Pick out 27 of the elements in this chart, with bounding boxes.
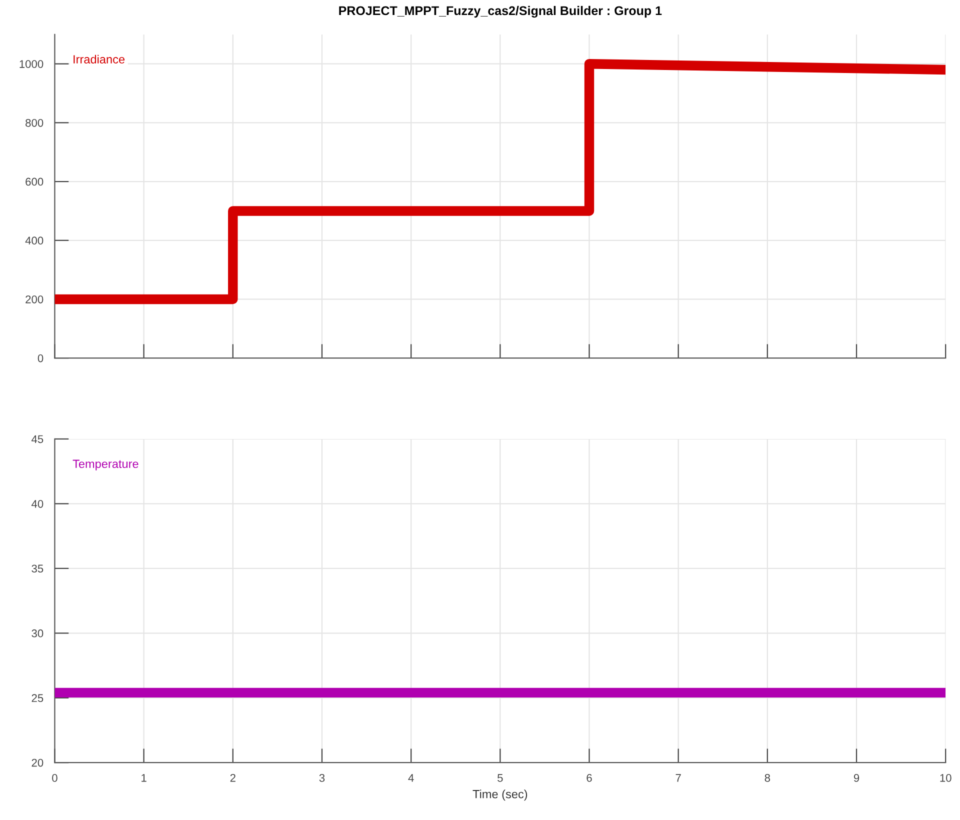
x-tick-label: 3	[319, 774, 325, 782]
y-tick-label: 30	[32, 629, 44, 638]
x-tick-label: 5	[498, 774, 503, 782]
x-tick-label: 0	[52, 774, 58, 782]
x-tick-label: 2	[230, 774, 236, 782]
y-tick-label: 25	[32, 694, 44, 702]
y-tick-label: 35	[32, 564, 44, 573]
x-axis-title: Time (sec)	[472, 790, 528, 801]
y-tick-label: 800	[26, 118, 44, 127]
y-tick-label: 45	[32, 435, 44, 444]
x-tick-label: 7	[676, 774, 681, 782]
x-tick-label: 10	[940, 774, 952, 782]
y-tick-label: 0	[38, 354, 44, 362]
y-tick-label: 1000	[20, 60, 44, 68]
y-tick-label: 200	[26, 295, 44, 304]
x-tick-label: 4	[408, 774, 414, 782]
x-tick-label: 8	[764, 774, 770, 782]
y-tick-label: 20	[32, 758, 44, 767]
y-tick-label: 600	[26, 178, 44, 186]
y-tick-label: 40	[32, 500, 44, 508]
x-tick-label: 1	[142, 774, 146, 782]
chart-title: PROJECT_MPPT_Fuzzy_cas2/Signal Builder : Group 1	[339, 6, 662, 18]
text: Temperature	[72, 460, 138, 470]
x-tick-label: 9	[854, 774, 860, 782]
text: Irradiance	[74, 54, 125, 64]
y-tick-label: 400	[25, 236, 44, 245]
x-tick-label: 6	[586, 774, 592, 782]
